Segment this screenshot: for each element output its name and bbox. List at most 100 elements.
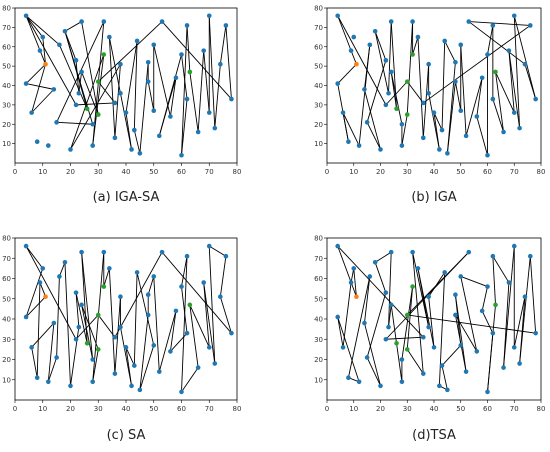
node-point xyxy=(184,330,190,336)
node-point xyxy=(195,365,201,370)
x-tick-label: 70 xyxy=(510,168,519,176)
route-edge xyxy=(114,251,163,338)
node-point xyxy=(223,23,229,28)
node-point xyxy=(348,48,354,53)
node-point xyxy=(388,69,394,75)
node-point xyxy=(421,334,426,340)
x-tick-label: 10 xyxy=(38,405,47,413)
x-tick-label: 10 xyxy=(349,168,358,176)
route-edge xyxy=(337,316,344,348)
x-tick-label: 20 xyxy=(66,405,75,413)
node-point xyxy=(522,294,528,300)
y-tick-label: 80 xyxy=(2,5,11,13)
y-tick-label: 20 xyxy=(314,356,323,364)
route-edge xyxy=(189,304,199,368)
special-point xyxy=(394,341,399,346)
node-point xyxy=(145,79,151,84)
route-edge xyxy=(487,25,494,55)
route-edge xyxy=(36,282,41,378)
node-point xyxy=(426,294,431,300)
node-point xyxy=(62,260,68,265)
route-edge xyxy=(364,276,371,324)
node-point xyxy=(157,369,162,374)
node-point xyxy=(346,139,351,144)
route-edge xyxy=(58,44,88,109)
route-edge xyxy=(181,54,188,100)
route-edge xyxy=(388,304,392,328)
node-point xyxy=(206,243,212,249)
y-tick-label: 40 xyxy=(2,82,11,90)
route-edge xyxy=(337,15,387,106)
route-edge xyxy=(203,50,210,113)
y-tick-label: 20 xyxy=(314,121,323,129)
route-edge xyxy=(39,282,46,297)
route-edge xyxy=(350,268,355,283)
node-point xyxy=(335,314,341,320)
chart-caption: (d)TSA xyxy=(412,428,456,443)
node-point xyxy=(57,274,62,279)
route-edge xyxy=(508,50,521,129)
node-point xyxy=(90,143,95,148)
route-edge xyxy=(423,25,531,104)
route-edge xyxy=(189,304,210,348)
route-edge xyxy=(31,64,46,113)
route-edge xyxy=(125,112,132,150)
y-tick-label: 70 xyxy=(314,255,323,263)
route-edge xyxy=(108,268,116,374)
route-edge xyxy=(114,64,121,138)
route-edge xyxy=(158,54,182,136)
node-point xyxy=(107,34,112,40)
special-point xyxy=(101,284,107,289)
route-edge xyxy=(97,81,116,104)
node-point xyxy=(34,375,40,381)
node-point xyxy=(410,249,415,255)
route-edge xyxy=(337,245,424,338)
node-point xyxy=(57,42,62,48)
node-point xyxy=(335,81,341,86)
route-edge xyxy=(181,367,199,393)
y-tick-label: 60 xyxy=(314,275,323,283)
node-point xyxy=(62,28,68,34)
node-point xyxy=(90,379,95,385)
node-point xyxy=(90,121,95,127)
node-point xyxy=(421,135,426,141)
node-point xyxy=(118,61,123,67)
route-edge xyxy=(58,262,66,277)
node-point xyxy=(372,260,378,265)
node-point xyxy=(485,284,490,289)
x-tick-label: 0 xyxy=(325,405,329,413)
node-point xyxy=(335,13,341,19)
node-point xyxy=(40,34,46,40)
node-point xyxy=(528,23,533,28)
node-point xyxy=(383,290,389,295)
route-edge xyxy=(417,37,424,138)
start-point xyxy=(354,294,359,300)
x-tick-label: 40 xyxy=(122,168,131,176)
node-point xyxy=(356,143,362,148)
node-point xyxy=(346,375,351,381)
route-edge xyxy=(25,63,46,84)
special-point xyxy=(95,79,101,84)
node-point xyxy=(437,147,442,152)
node-point xyxy=(123,345,129,350)
x-tick-label: 0 xyxy=(13,405,17,413)
node-point xyxy=(179,52,184,57)
route-edge xyxy=(374,262,387,293)
node-point xyxy=(372,28,378,34)
route-edge xyxy=(468,21,531,26)
x-tick-label: 20 xyxy=(376,405,385,413)
node-point xyxy=(490,96,496,102)
route-edge xyxy=(47,323,55,382)
route-edge xyxy=(169,77,177,117)
node-point xyxy=(132,127,137,133)
route-edge xyxy=(25,245,77,340)
route-edge xyxy=(181,99,188,156)
route-edge xyxy=(125,347,132,386)
route-edge xyxy=(441,40,446,131)
special-point xyxy=(404,79,410,84)
node-point xyxy=(51,320,57,326)
node-point xyxy=(90,357,95,362)
y-tick-label: 80 xyxy=(314,235,323,243)
y-tick-label: 40 xyxy=(2,316,11,324)
route-edge xyxy=(70,327,80,386)
